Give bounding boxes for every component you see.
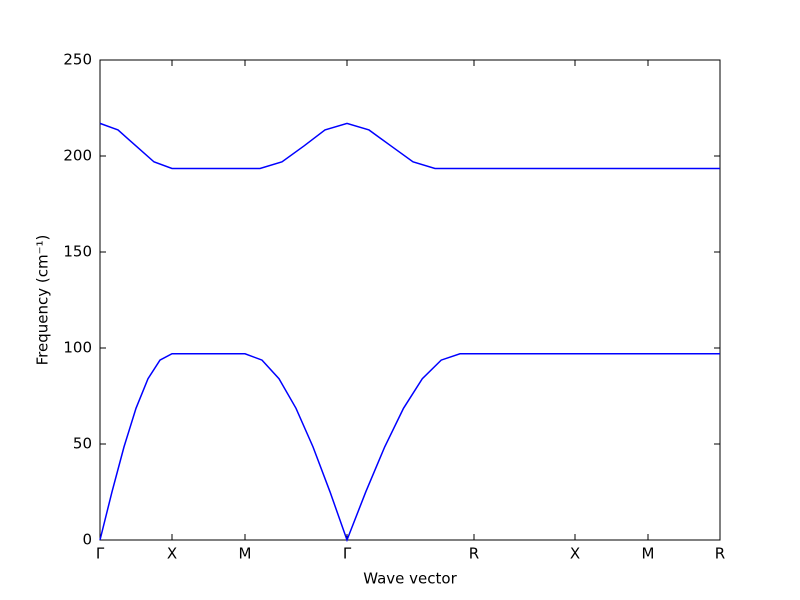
x-tick-label: M (239, 545, 252, 563)
y-tick-label: 150 (63, 243, 92, 261)
x-tick-label: R (715, 545, 725, 563)
x-tick-label: X (570, 545, 580, 563)
x-tick-label: Γ (343, 545, 352, 563)
y-axis-label: Frequency (cm⁻¹) (34, 235, 52, 366)
x-axis-label: Wave vector (363, 570, 457, 588)
x-tick-label: M (642, 545, 655, 563)
x-tick-label: R (469, 545, 479, 563)
band-line (99, 353, 720, 543)
y-tick-label: 100 (63, 339, 92, 357)
y-tick-label: 200 (63, 147, 92, 165)
x-tick-label: X (167, 545, 177, 563)
plot-frame (99, 59, 721, 541)
band-line (99, 122, 720, 170)
y-tick-label: 250 (63, 51, 92, 69)
y-tick-label: 0 (82, 531, 92, 549)
y-tick-label: 50 (73, 435, 92, 453)
x-tick-label: Γ (96, 545, 105, 563)
